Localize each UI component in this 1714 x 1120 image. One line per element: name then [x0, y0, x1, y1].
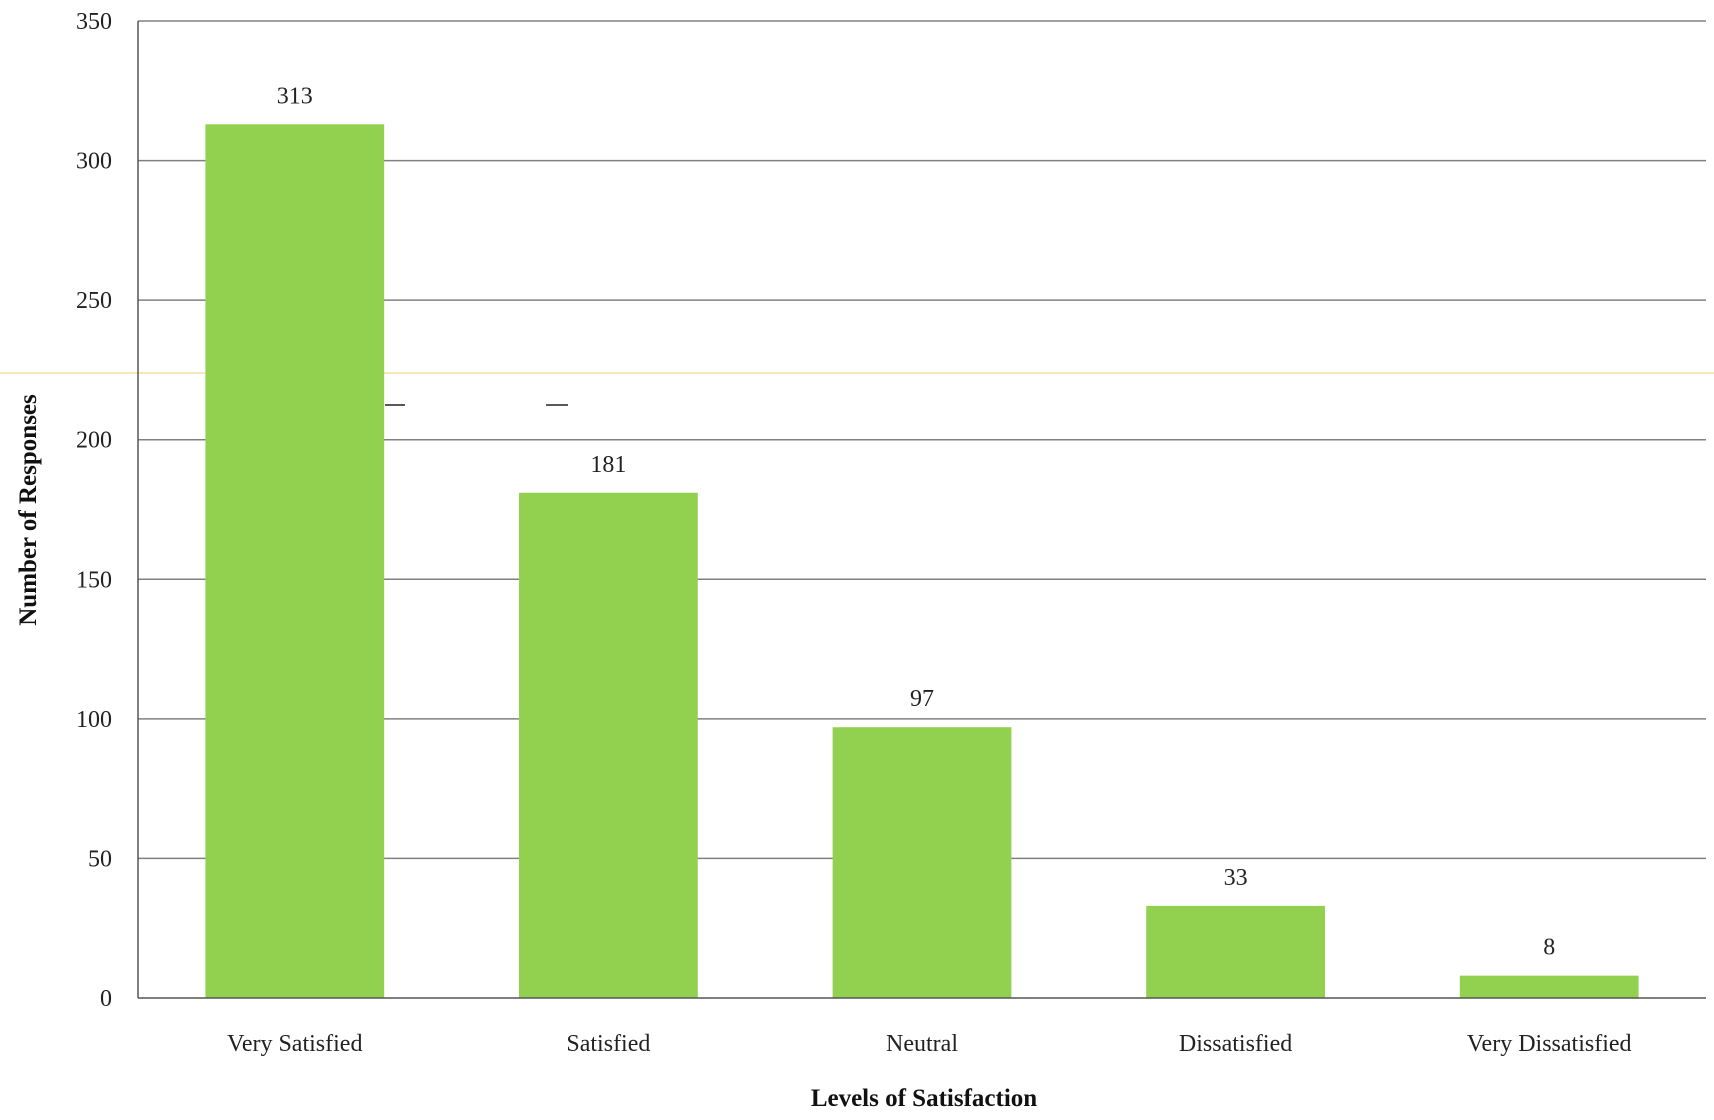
y-tick-label: 350 — [76, 9, 112, 35]
y-tick-label: 50 — [88, 846, 112, 872]
axes — [137, 21, 1706, 999]
y-tick-label: 250 — [76, 288, 112, 314]
data-label: 181 — [590, 452, 626, 478]
x-axis-title: Levels of Satisfaction — [811, 1085, 1037, 1112]
bar — [1146, 905, 1325, 998]
bar — [519, 492, 698, 998]
y-axis-title: Number of Responses — [15, 394, 42, 626]
labels: 0 50 100 150 200 250 300 350 313 Very Satisfied 18… — [76, 9, 1632, 1057]
gridlines — [0, 20, 1714, 860]
x-tick-label: Dissatisfied — [1179, 1031, 1292, 1057]
bar — [832, 727, 1012, 998]
bar — [1459, 975, 1639, 998]
x-tick-label: Satisfied — [566, 1031, 650, 1057]
bars — [205, 124, 1639, 999]
bar — [205, 124, 385, 999]
x-tick-label: Neutral — [886, 1031, 958, 1057]
y-tick-label: 300 — [76, 149, 112, 175]
data-label: 313 — [277, 83, 313, 109]
data-label: 33 — [1224, 865, 1248, 891]
y-tick-label: 0 — [100, 986, 112, 1012]
y-tick-label: 150 — [76, 567, 112, 593]
x-tick-label: Very Dissatisfied — [1467, 1031, 1632, 1057]
y-tick-label: 200 — [76, 428, 112, 454]
data-label: 8 — [1543, 935, 1555, 961]
y-tick-label: 100 — [76, 707, 112, 733]
data-label: 97 — [910, 686, 934, 712]
x-tick-label: Very Satisfied — [227, 1031, 362, 1057]
